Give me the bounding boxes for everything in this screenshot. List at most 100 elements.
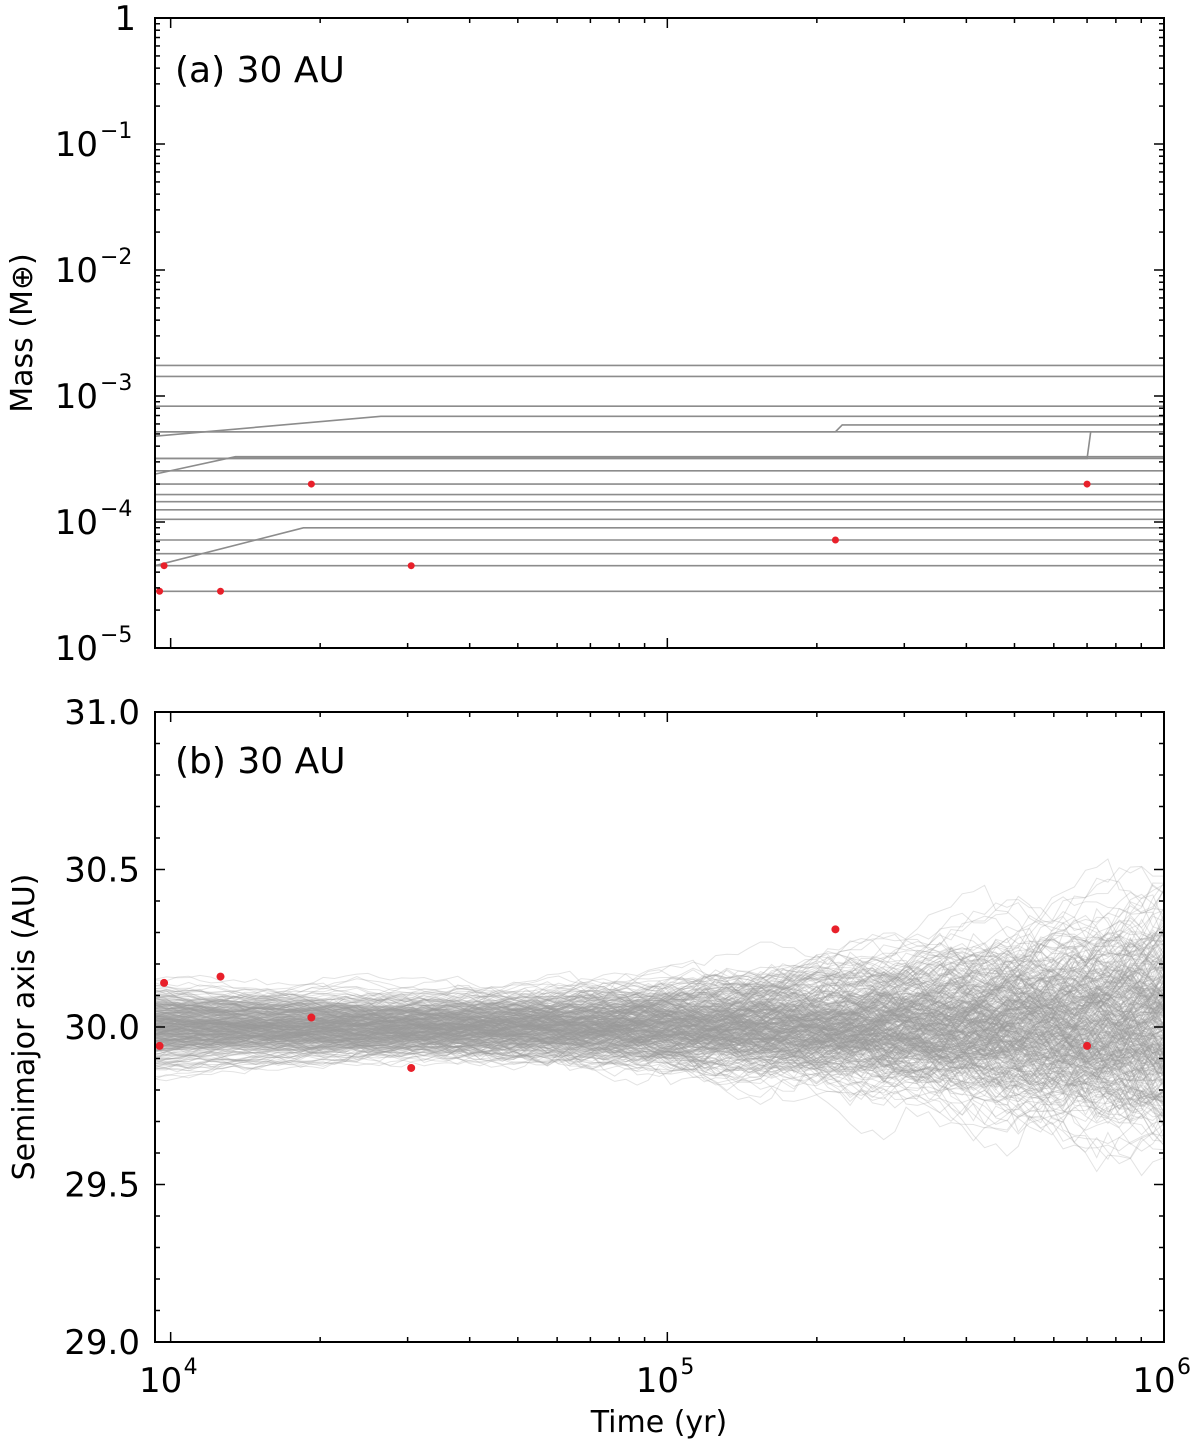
semimajor-trajectory — [154, 950, 1165, 1033]
semimajor-trajectory — [154, 965, 1165, 1065]
semimajor-trajectory — [154, 1022, 1165, 1116]
semimajor-trajectory — [154, 987, 1165, 1051]
semimajor-trajectory — [154, 998, 1165, 1061]
semimajor-trajectory — [154, 1027, 1165, 1070]
semimajor-trajectory — [154, 994, 1165, 1042]
mass-lines — [154, 364, 1164, 593]
semimajor-trajectory — [154, 932, 1165, 1037]
semimajor-trajectory — [154, 964, 1165, 1033]
semimajor-trajectory — [154, 943, 1165, 1064]
semimajor-trajectory — [154, 936, 1165, 1049]
semimajor-trajectory — [154, 937, 1165, 1041]
semimajor-trajectory — [154, 890, 1165, 1024]
semimajor-trajectory — [154, 943, 1165, 1037]
y-tick-label-exponent: −5 — [100, 623, 132, 648]
semimajor-trajectory — [154, 998, 1165, 1073]
semimajor-trajectory — [154, 1009, 1165, 1098]
semimajor-trajectory — [154, 981, 1165, 1049]
semimajor-trajectory — [154, 991, 1165, 1053]
mass-plot-frame — [154, 17, 1165, 649]
semimajor-trajectory — [154, 993, 1165, 1063]
semimajor-trajectory — [154, 1004, 1165, 1142]
semimajor-trajectory — [154, 1005, 1165, 1077]
semimajor-trajectory — [154, 947, 1165, 1055]
semimajor-trajectory — [154, 970, 1165, 1064]
mass-panel: 110−110−210−310−410−5 (a) 30 AU Mass (M⊕… — [5, 0, 1165, 669]
semimajor-trajectory — [154, 985, 1165, 1058]
semimajor-trajectory — [154, 985, 1165, 1129]
semimajor-trajectory — [154, 1003, 1165, 1129]
semimajor-trajectory — [154, 1006, 1165, 1102]
semimajor-trajectory — [154, 973, 1165, 1061]
semimajor-trajectory — [154, 998, 1165, 1070]
semimajor-trajectory — [154, 994, 1165, 1133]
semimajor-trajectory — [154, 987, 1165, 1088]
semimajor-trajectory — [154, 970, 1165, 1056]
semimajor-trajectory — [154, 995, 1165, 1103]
semimajor-trajectory — [154, 933, 1165, 1046]
semimajor-trajectory — [154, 964, 1165, 1054]
semimajor-trajectory — [154, 957, 1165, 1034]
semimajor-trajectory — [154, 989, 1165, 1119]
semimajor-trajectory — [154, 921, 1165, 1066]
semimajor-trajectory — [154, 1020, 1165, 1092]
semimajor-trajectory — [154, 994, 1165, 1063]
semimajor-trajectory — [154, 878, 1165, 1042]
semimajor-trajectory — [154, 865, 1164, 1037]
semimajor-trajectory — [154, 1000, 1165, 1058]
x-tick-label-exponent: 6 — [1177, 1355, 1191, 1380]
semimajor-trajectory — [154, 956, 1165, 1048]
semimajor-trajectory — [154, 882, 1165, 1038]
semimajor-trajectory — [154, 858, 1165, 1057]
semimajor-trajectory — [154, 997, 1165, 1121]
semimajor-trajectory — [155, 1028, 1165, 1122]
y-tick-label: 10 — [55, 377, 98, 417]
semimajor-trajectory — [154, 932, 1165, 1009]
semimajor-trajectory — [154, 979, 1165, 1104]
semimajor-trajectory — [154, 977, 1165, 1099]
semimajor-trajectory — [154, 935, 1165, 1050]
semimajor-trajectory — [154, 997, 1165, 1061]
semimajor-trajectory — [154, 994, 1165, 1047]
semimajor-markers — [155, 925, 1092, 1072]
semimajor-trajectory — [154, 986, 1165, 1058]
semimajor-plot-frame — [154, 711, 1165, 1343]
semimajor-trajectory — [154, 979, 1165, 1053]
semimajor-trajectory — [154, 1010, 1165, 1065]
semimajor-trajectory — [154, 967, 1165, 1032]
mass-ticks: 110−110−210−310−410−5 — [55, 0, 1165, 669]
semimajor-trajectory — [154, 960, 1165, 1057]
semimajor-trajectory — [154, 996, 1165, 1078]
semimajor-trajectory — [154, 986, 1165, 1073]
semimajor-trajectory — [154, 994, 1165, 1082]
semimajor-trajectory — [154, 1020, 1165, 1099]
semimajor-trajectory — [154, 960, 1165, 1074]
semimajor-trajectory — [154, 980, 1165, 1055]
semimajor-trajectory — [154, 989, 1165, 1081]
semimajor-trajectory — [154, 994, 1165, 1059]
semimajor-trajectory — [154, 971, 1165, 1088]
semimajor-trajectory — [154, 1009, 1165, 1087]
semimajor-trajectory — [154, 1021, 1165, 1133]
semimajor-trajectory — [154, 999, 1165, 1075]
semimajor-trajectory — [154, 994, 1165, 1095]
semimajor-trajectory — [154, 973, 1165, 1079]
semimajor-trajectory — [154, 989, 1165, 1086]
semimajor-trajectory — [154, 1018, 1165, 1074]
semimajor-trajectory — [154, 991, 1165, 1085]
semimajor-trajectory — [154, 907, 1165, 1038]
semimajor-trajectory — [154, 989, 1165, 1071]
semimajor-trajectory — [154, 998, 1165, 1103]
semimajor-trajectory — [154, 972, 1165, 1090]
semimajor-trajectory — [154, 1001, 1165, 1100]
semimajor-trajectory — [154, 1000, 1165, 1151]
semimajor-trajectory — [154, 965, 1165, 1076]
semimajor-trajectory — [154, 1005, 1165, 1091]
semimajor-trajectory — [154, 888, 1165, 1018]
semimajor-trajectory — [154, 945, 1165, 1056]
semimajor-trajectory — [154, 993, 1165, 1049]
semimajor-trajectory — [154, 1010, 1165, 1082]
semimajor-trajectory — [154, 939, 1165, 1039]
semimajor-trajectory — [154, 942, 1165, 1057]
semimajor-trajectory — [154, 928, 1165, 1068]
